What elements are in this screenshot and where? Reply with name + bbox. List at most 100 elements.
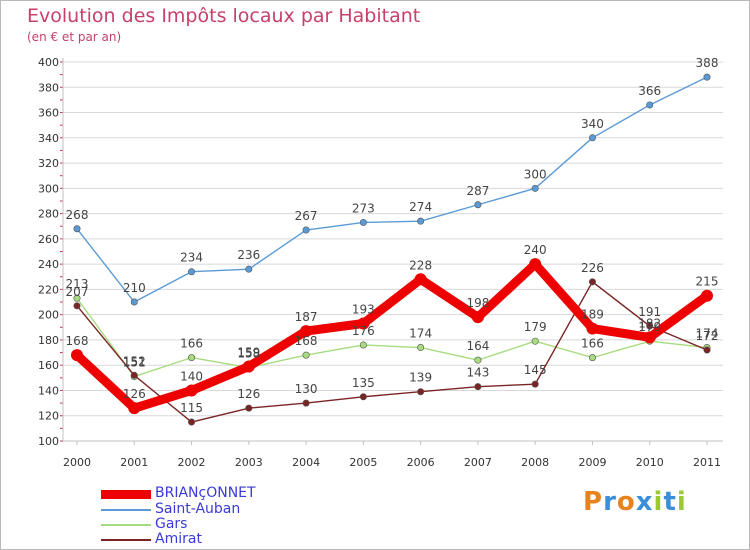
x-tick-label: 2000 [63,456,91,469]
x-tick-label: 2005 [349,456,377,469]
data-point-brian-onnet [185,384,198,397]
value-label-saint-auban: 273 [352,201,375,215]
y-tick-label: 220 [38,283,59,296]
value-label-saint-auban: 274 [409,200,432,214]
legend-label-saint-auban: Saint-Auban [155,501,241,517]
x-tick-label: 2004 [292,456,320,469]
x-tick-label: 2011 [693,456,721,469]
value-label-saint-auban: 267 [295,209,318,223]
value-label-brian-onnet: 187 [295,310,318,324]
value-label-brian-onnet: 140 [180,369,203,383]
data-point-gars [531,337,539,345]
value-label-amirat: 143 [466,366,489,380]
data-point-amirat [359,393,367,401]
value-label-amirat: 145 [524,363,547,377]
value-label-brian-onnet: 126 [123,387,146,401]
data-point-saint-auban [359,218,367,226]
y-tick-label: 100 [38,435,59,448]
legend-swatch-brianconnet [101,490,151,499]
series-line-gars [76,297,708,378]
value-label-amirat: 115 [180,401,203,415]
x-tick-label: 2009 [578,456,606,469]
value-label-gars: 174 [696,327,719,341]
y-tick-label: 140 [38,384,59,397]
value-label-saint-auban: 236 [237,248,260,262]
chart-title: Evolution des Impôts locaux par Habitant [27,5,421,27]
data-point-brian-onnet [529,258,542,271]
y-tick-label: 120 [38,410,59,423]
value-label-gars: 158 [237,347,260,361]
x-tick-label: 2003 [235,456,263,469]
data-point-amirat [188,418,196,426]
data-point-brian-onnet [242,360,255,373]
data-point-gars [417,344,425,352]
data-point-amirat [302,399,310,407]
data-point-amirat [245,404,253,412]
legend-label-brianconnet: BRIANçONNET [155,485,256,501]
series-line-saint-auban [76,76,708,303]
value-label-amirat: 191 [638,305,661,319]
y-tick-label: 320 [38,157,59,170]
value-label-brian-onnet: 168 [66,334,89,348]
x-tick-label: 2002 [178,456,206,469]
data-point-brian-onnet [701,289,713,302]
value-label-brian-onnet: 240 [524,243,547,257]
value-label-amirat: 130 [295,382,318,396]
value-label-gars: 213 [66,277,89,291]
chart-subtitle: (en € et par an) [27,30,122,44]
data-point-brian-onnet [128,402,141,415]
y-tick-label: 340 [38,132,59,145]
series-line-amirat [76,281,708,423]
legend-swatch-amirat [101,539,151,541]
value-label-gars: 151 [123,356,146,370]
axes: 100 120 140 160 180 200 220 240 260 280 300 320 340 3… [38,56,723,469]
value-label-saint-auban: 268 [66,208,89,222]
y-tick-label: 360 [38,107,59,120]
data-point-amirat [588,278,596,286]
value-label-saint-auban: 388 [696,56,719,70]
data-point-brian-onnet [643,331,656,344]
x-tick-label: 2006 [407,456,435,469]
value-label-saint-auban: 287 [466,184,489,198]
value-label-saint-auban: 234 [180,251,203,265]
data-point-gars [474,356,482,364]
data-point-gars [359,341,367,349]
y-tick-label: 400 [38,56,59,69]
data-point-gars [188,354,196,362]
value-label-brian-onnet: 182 [638,316,661,330]
legend-swatch-saint-auban [101,509,151,511]
value-label-brian-onnet: 159 [237,345,260,359]
logo-letter: i [653,487,664,517]
data-point-amirat [646,322,654,330]
value-label-saint-auban: 300 [524,167,547,181]
value-label-saint-auban: 366 [638,84,661,98]
data-point-saint-auban [646,101,654,109]
y-tick-label: 380 [38,81,59,94]
x-tick-label: 2008 [521,456,549,469]
data-point-brian-onnet [300,325,313,338]
data-point-gars [302,351,310,359]
data-point-brian-onnet [414,273,427,286]
value-label-gars: 179 [638,320,661,334]
value-label-gars: 166 [581,337,604,351]
data-point-saint-auban [474,201,482,209]
proxiti-logo: Proxiti [583,487,687,517]
data-point-amirat [703,346,711,354]
data-point-amirat [531,380,539,388]
x-tick-label: 2010 [636,456,664,469]
logo-letter: x [635,487,654,517]
value-label-amirat: 126 [237,387,260,401]
value-label-brian-onnet: 189 [581,308,604,322]
data-point-saint-auban [245,265,253,273]
value-labels: 168 126 140 159 187 193 228 198 240 189 182 215 268 2… [66,56,719,415]
data-point-saint-auban [73,225,81,233]
data-point-amirat [474,383,482,391]
logo-letter: i [676,487,687,517]
data-point-brian-onnet [471,311,484,324]
value-label-amirat: 226 [581,261,604,275]
logo-letter: t [663,487,677,517]
y-tick-label: 180 [38,334,59,347]
y-tick-label: 200 [38,309,59,322]
value-label-saint-auban: 210 [123,281,146,295]
